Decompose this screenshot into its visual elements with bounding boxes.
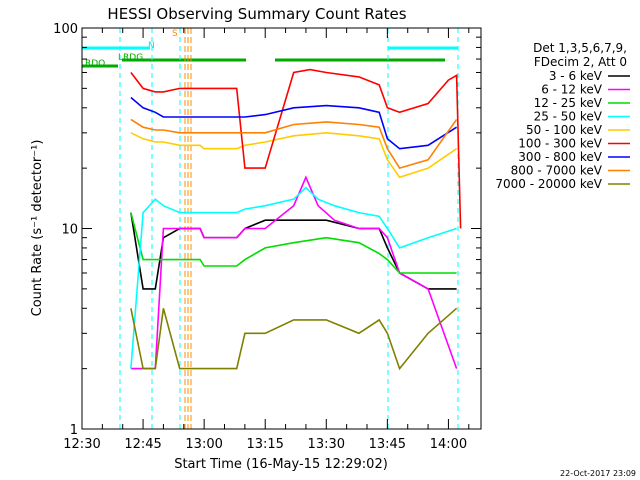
series-line-4 [130,131,458,179]
x-tick-label: 13:00 [185,437,222,452]
y-axis-label: Count Rate (s⁻¹ detector⁻¹) [30,140,45,317]
plot-area: RDO N S LRDG [81,27,482,430]
legend-label-7: 800 - 7000 keV [511,164,603,178]
legend-label-0: 3 - 6 keV [549,69,603,83]
series-line-8 [130,307,458,371]
legend-header-line-1: Det 1,3,5,6,7,9, [533,41,627,55]
footer-date: 22-Oct-2017 23:09 [560,469,636,478]
legend-label-6: 300 - 800 keV [518,150,602,164]
series-line-2 [130,212,457,274]
series-line-7 [130,118,458,170]
x-tick-label: 13:15 [246,437,283,452]
flag-label-n: N [148,41,155,51]
series-line-5 [130,68,462,229]
plot-background [82,28,481,429]
series-line-3 [130,186,457,369]
legend-header-line-2: FDecim 2, Att 0 [534,55,627,69]
flag-label-s: S [172,29,178,39]
y-axis: 1 10 100 [53,22,481,438]
legend-label-4: 50 - 100 keV [526,123,603,137]
x-tick-label: 12:30 [63,437,100,452]
y-tick-label: 100 [53,22,78,37]
legend-label-2: 12 - 25 keV [534,96,603,110]
series-line-6 [130,96,458,150]
x-tick-label: 13:30 [308,437,345,452]
series-layer [130,68,462,371]
flag-label-lrdg: LRDG [118,53,143,63]
x-tick-label: 12:45 [124,437,161,452]
x-tick-label: 14:00 [430,437,467,452]
y-tick-label: 10 [61,223,78,238]
chart-title: HESSI Observing Summary Count Rates [107,5,406,23]
y-tick-label: 1 [70,423,78,438]
flag-label-rdo: RDO [85,59,105,69]
series-line-1 [130,175,458,370]
x-tick-label: 13:45 [369,437,406,452]
legend-label-5: 100 - 300 keV [518,137,602,151]
legend-label-1: 6 - 12 keV [541,83,603,97]
x-axis: 12:30 12:45 13:00 13:15 13:30 13:45 14:00 [63,28,470,452]
legend-label-3: 25 - 50 keV [534,110,603,124]
legend-label-8: 7000 - 20000 keV [495,177,602,191]
legend: Det 1,3,5,6,7,9, FDecim 2, Att 0 3 - 6 k… [495,41,630,191]
x-axis-label: Start Time (16-May-15 12:29:02) [174,457,388,472]
